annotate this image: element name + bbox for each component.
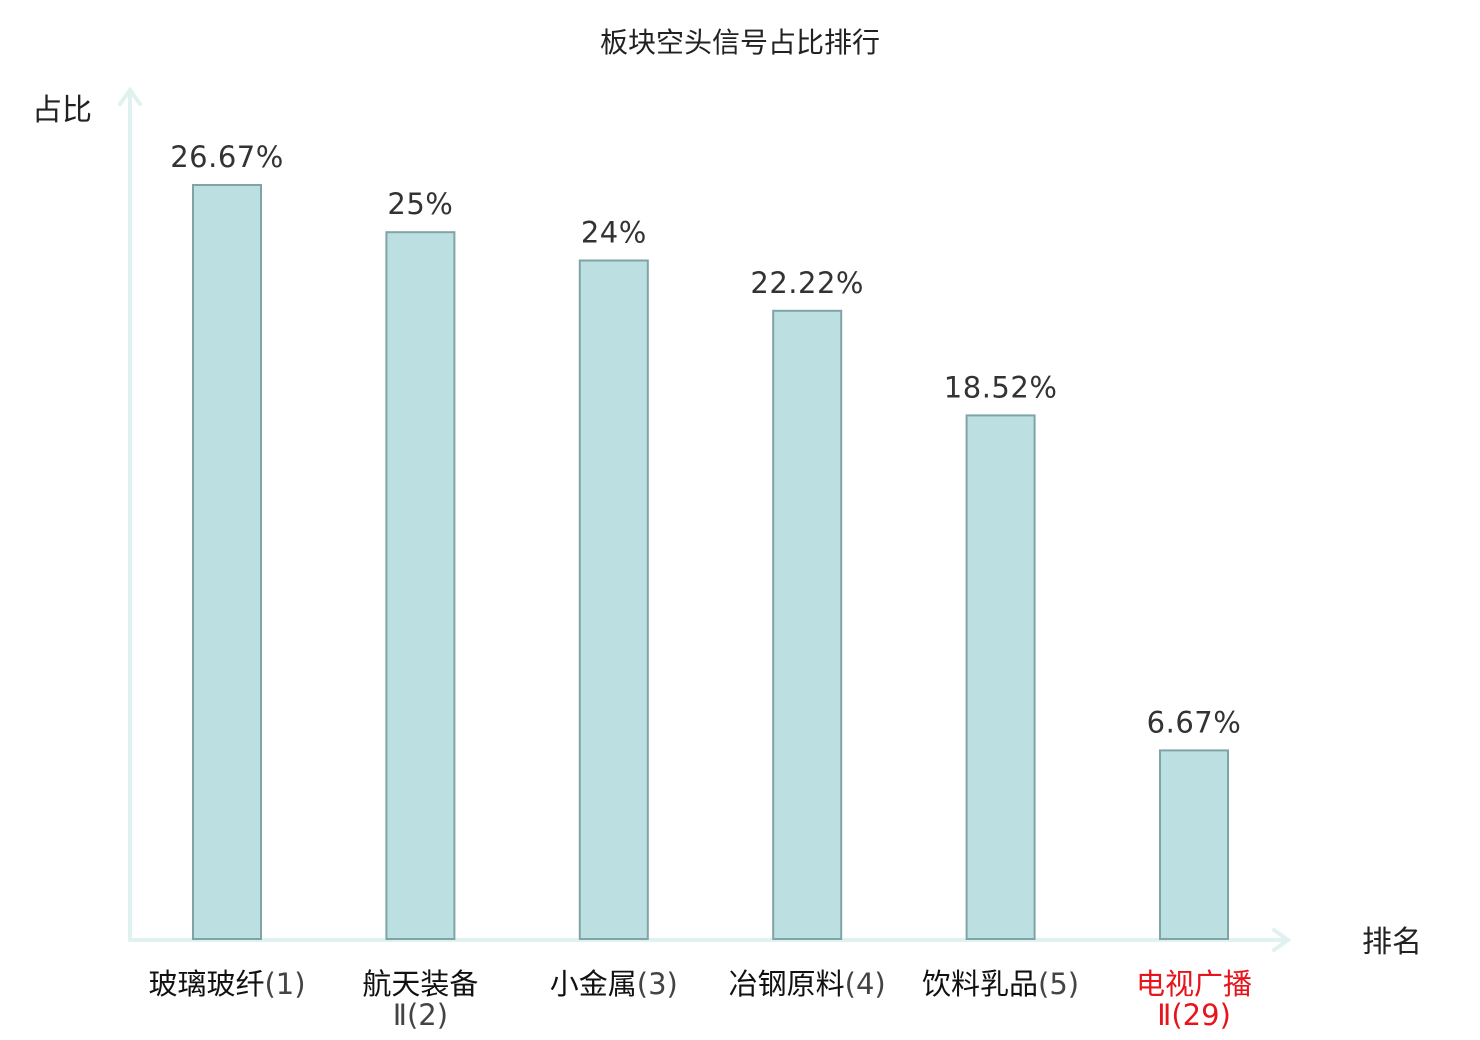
bar-value-label: 24% [581,216,647,250]
x-tick-label: 饮料乳品(5) [922,967,1079,1001]
bar-value-label: 25% [387,187,453,221]
x-tick-rank: (3) [637,967,678,1001]
bar [385,231,456,940]
x-tick-label: 小金属(3) [550,967,678,1001]
x-tick-rank: (5) [1038,967,1079,1001]
x-tick-name: 电视广播 [1136,967,1252,1001]
x-tick-rank: Ⅱ(29) [1157,998,1231,1032]
x-tick-rank: Ⅱ(2) [393,998,448,1032]
x-tick-rank: (4) [845,967,886,1001]
bar [772,309,843,940]
y-axis-title: 占比 [32,93,92,128]
bar-value-label: 22.22% [750,266,864,300]
bar-value-label: 6.67% [1147,705,1242,739]
y-axis-arrow [118,86,142,106]
bar-value-label: 18.52% [944,370,1058,404]
bar-value-label: 26.67% [170,140,284,174]
bar-series [192,184,1229,941]
x-tick-name: 航天装备 [362,967,478,1001]
bar [578,259,649,940]
value-labels: 26.67% 25% 24% 22.22% 18.52% 6.67% [170,140,1241,739]
chart-title: 板块空头信号占比排行 [600,26,880,59]
x-axis-title: 排名 [1362,925,1422,960]
x-tick-label: 冶钢原料(4) [729,967,886,1001]
x-tick-name: 饮料乳品 [922,967,1038,1001]
x-tick-name: 玻璃玻纤 [148,967,264,1001]
bar [192,184,262,940]
x-axis-arrow [1272,928,1292,952]
x-tick-label: 玻璃玻纤(1) [148,967,305,1001]
bar [965,414,1036,940]
x-tick-name: 冶钢原料 [729,967,845,1001]
x-tick-name: 小金属 [550,967,637,1001]
bar [1159,749,1229,941]
x-tick-rank: (1) [264,967,305,1001]
